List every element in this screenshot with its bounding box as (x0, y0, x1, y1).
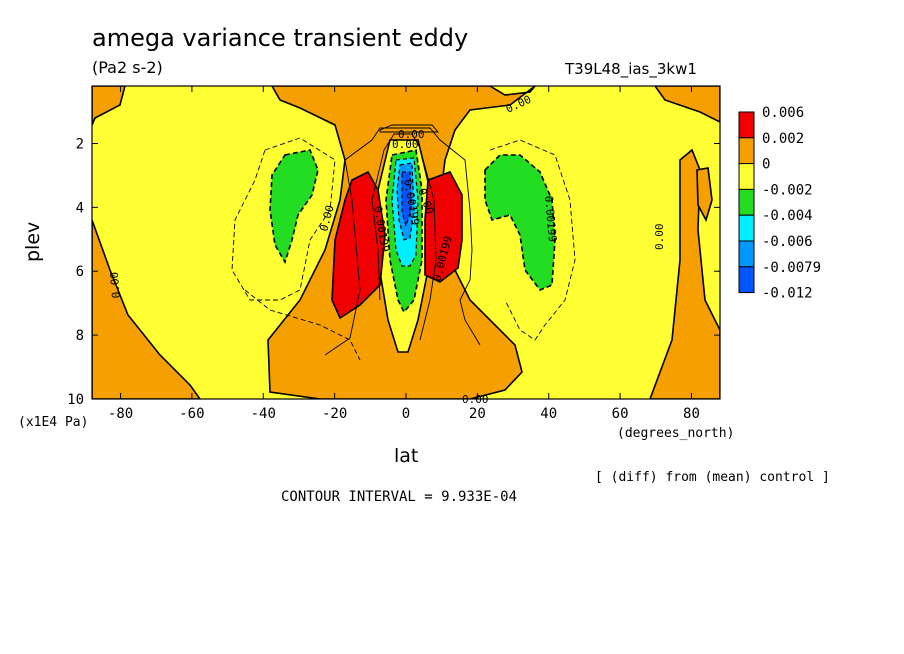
y-tick-label: 4 (76, 200, 84, 216)
legend-label: -0.002 (762, 182, 813, 198)
legend-swatch (738, 266, 755, 294)
legend-label: -0.0079 (762, 260, 821, 276)
x-axis: -80 -60 -40 -20 0 20 40 60 80 (108, 86, 700, 422)
y-tick-label: 10 (67, 392, 84, 408)
field-green-right (484, 154, 556, 291)
contour-interval: CONTOUR INTERVAL = 9.933E-04 (281, 489, 518, 505)
field-orange-right-tip (696, 167, 713, 223)
y-axis-unit: (x1E4 Pa) (18, 415, 89, 430)
x-tick-label: 20 (469, 406, 486, 422)
legend-swatch (738, 111, 755, 139)
x-tick-label: -20 (322, 406, 347, 422)
legend-label: -0.006 (762, 234, 813, 250)
x-tick-label: -60 (179, 406, 204, 422)
contour-label: 0.00 (398, 128, 425, 141)
plot-area (92, 86, 720, 399)
legend-label: -0.012 (762, 286, 813, 302)
y-tick-label: 6 (76, 264, 84, 280)
field-green-left (269, 149, 319, 264)
legend-swatch (738, 137, 755, 165)
legend-swatch (738, 188, 755, 216)
field-red-left (331, 170, 386, 320)
contour-lines (231, 124, 576, 361)
x-axis-unit: (degrees_north) (617, 426, 735, 441)
contour-label: 0.00199 (542, 195, 559, 242)
contour-label: 0.00 (462, 393, 489, 406)
contour-label: 0.00 (108, 271, 123, 299)
x-tick-label: -40 (251, 406, 276, 422)
x-tick-label: -80 (108, 406, 133, 422)
field-orange-right (654, 86, 720, 123)
legend-label: -0.004 (762, 208, 813, 224)
contour-label: 0.00 (392, 138, 419, 151)
run-label: T39L48_ias_3kw1 (565, 60, 697, 78)
chart-units: (Pa2 s-2) (92, 58, 163, 77)
field-orange-right-column (649, 148, 720, 399)
legend-swatch (738, 214, 755, 242)
legend-label: 0 (762, 157, 770, 173)
contour-label: 0.00 (653, 224, 666, 251)
y-axis: 2 4 6 8 10 (67, 136, 720, 408)
x-axis-label: lat (394, 445, 419, 467)
legend-swatch (738, 240, 755, 268)
x-tick-label: 40 (540, 406, 557, 422)
legend-label: 0.002 (762, 131, 804, 147)
legend-swatch (738, 163, 755, 190)
field-deepblue-center (401, 171, 412, 229)
y-tick-label: 8 (76, 328, 84, 344)
x-tick-label: 60 (612, 406, 629, 422)
field-orange-left (92, 86, 126, 126)
y-tick-label: 2 (76, 136, 84, 152)
color-legend: 0.006 0.002 0 -0.002 -0.004 -0.006 -0.0079 -0.0… (738, 105, 821, 302)
x-tick-label: 0 (402, 406, 410, 422)
diff-note: [ (diff) from (mean) control ] (595, 470, 830, 485)
legend-label: 0.006 (762, 105, 804, 121)
x-tick-label: 80 (683, 406, 700, 422)
field-orange-left-bottom (92, 219, 201, 399)
chart-title: amega variance transient eddy (92, 24, 469, 52)
